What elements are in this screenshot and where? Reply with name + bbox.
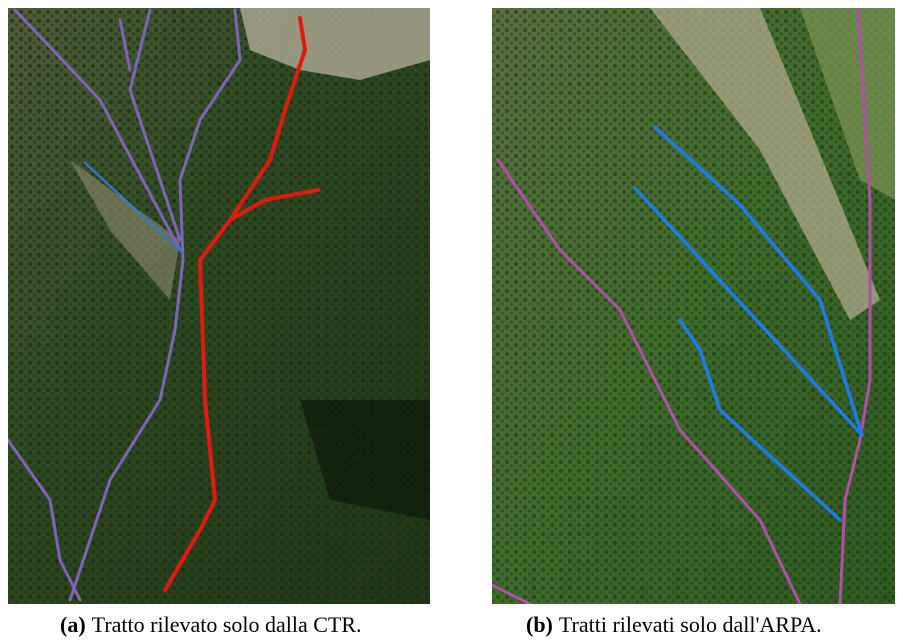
page: (a)Tratto rilevato solo dalla CTR. (b)Tr… [0, 0, 903, 644]
caption-b: (b)Tratti rilevati solo dall'ARPA. [526, 612, 822, 638]
caption-text: Tratto rilevato solo dalla CTR. [92, 612, 362, 637]
figure-images [0, 0, 903, 610]
caption-a: (a)Tratto rilevato solo dalla CTR. [60, 612, 362, 638]
image-b [492, 8, 895, 604]
image-a [8, 8, 430, 604]
caption-label: (a) [60, 612, 86, 637]
caption-text: Tratti rilevati solo dall'ARPA. [559, 612, 822, 637]
caption-label: (b) [526, 612, 553, 637]
